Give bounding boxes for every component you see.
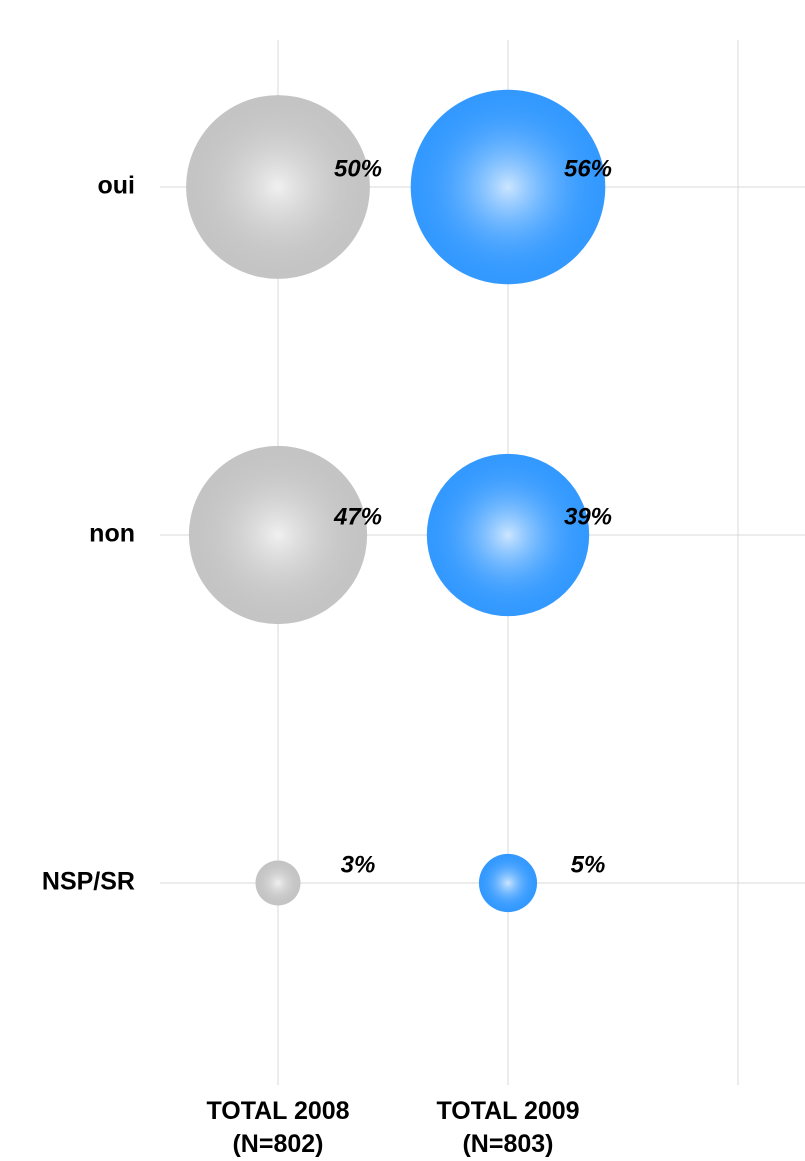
value-label: 3% xyxy=(341,851,376,878)
value-label: 56% xyxy=(564,155,612,182)
chart: oui non NSP/SR 50% 47% 3% 56% 39% 5% TOTAL 2008 … xyxy=(42,40,805,1158)
value-label: 5% xyxy=(571,851,606,878)
value-label: 39% xyxy=(564,503,612,530)
x-tick-label: TOTAL 2008 (N=802) xyxy=(206,1097,350,1158)
x-tick-label: TOTAL 2009 (N=803) xyxy=(436,1097,580,1158)
row-label: NSP/SR xyxy=(42,868,135,896)
bubble-shine xyxy=(478,853,538,913)
value-label: 47% xyxy=(333,503,382,530)
plot-area: oui non NSP/SR 50% 47% 3% 56% 39% 5% xyxy=(42,40,805,1085)
value-label: 50% xyxy=(334,155,382,182)
row-label: oui xyxy=(98,172,136,200)
bubble-shine xyxy=(188,445,368,625)
bubble-shine xyxy=(255,860,301,906)
bubble-shine xyxy=(410,89,606,285)
bubble-shine xyxy=(186,95,370,279)
bubble-shine xyxy=(426,453,590,617)
row-label: non xyxy=(89,520,135,548)
